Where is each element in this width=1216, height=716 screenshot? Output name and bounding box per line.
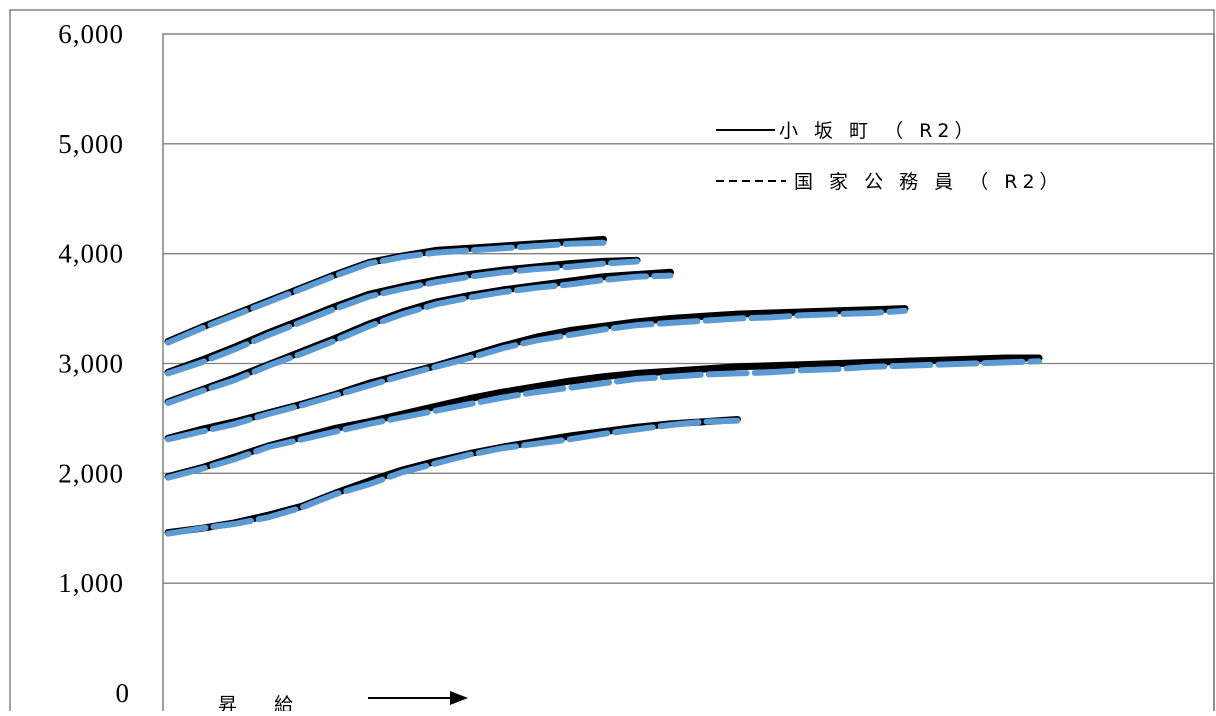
series-line-town-grade-2	[164, 354, 1043, 481]
y-tick-label: 4,000	[58, 239, 124, 269]
plot-area-border	[162, 33, 1215, 716]
y-tick-label: 5,000	[58, 129, 124, 159]
legend-label-national: 国 家 公 務 員 （ R2）	[794, 171, 1064, 193]
series-line-town-grade-1	[164, 416, 741, 537]
y-tick-label: 2,000	[58, 458, 124, 488]
legend: 小 坂 町 （ R2） 国 家 公 務 員 （ R2）	[716, 120, 1064, 193]
series-line-national-grade-2	[165, 358, 1042, 481]
y-tick-label: 1,000	[58, 568, 124, 598]
series-line-national-grade-6	[165, 239, 607, 346]
series-lines	[164, 235, 1043, 537]
raise-label: 昇 給	[218, 694, 297, 711]
y-axis-ticks: 0 1,000 2,000 3,000 4,000 5,000 6,000	[58, 19, 131, 708]
y-tick-label: 0	[116, 678, 131, 708]
legend-label-town: 小 坂 町 （ R2）	[779, 120, 978, 142]
y-tick-label: 3,000	[58, 349, 124, 379]
series-line-national-grade-4	[165, 272, 674, 406]
raise-arrow-head	[450, 691, 468, 705]
gridlines	[163, 143, 1214, 584]
raise-annotation: 昇 給	[218, 691, 468, 716]
series-line-national-grade-1	[165, 417, 741, 537]
series-line-national-grade-3	[165, 307, 908, 443]
series-line-national-grade-5	[165, 258, 640, 377]
y-tick-label: 6,000	[58, 19, 124, 49]
